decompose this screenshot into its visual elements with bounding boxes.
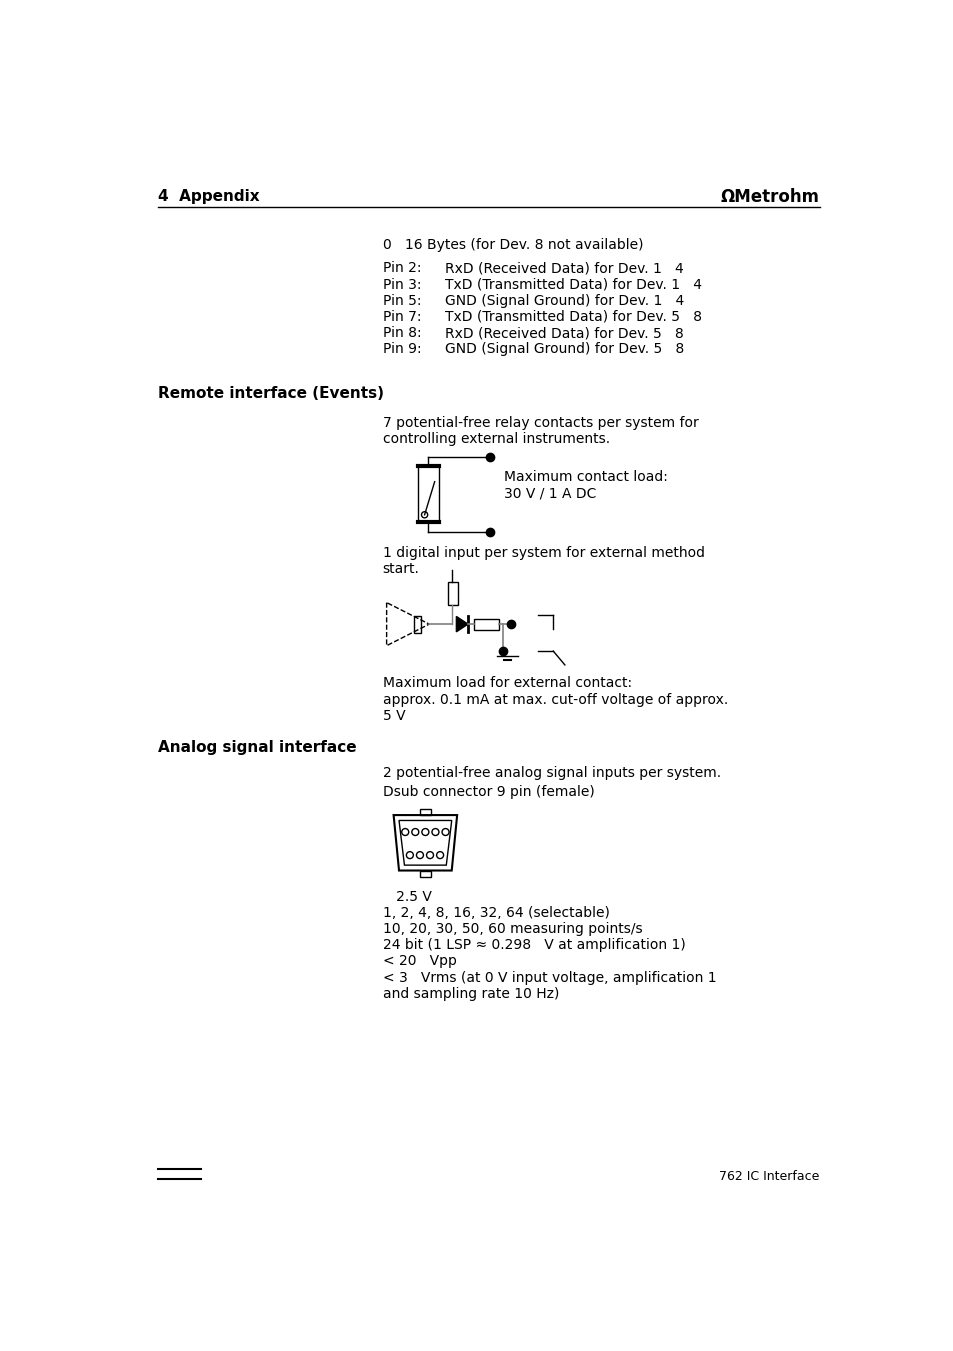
Text: 1 digital input per system for external method
start.: 1 digital input per system for external … [382, 546, 704, 576]
Text: ΩMetrohm: ΩMetrohm [720, 188, 819, 205]
Text: Pin 5:: Pin 5: [382, 293, 421, 308]
Text: GND (Signal Ground) for Dev. 1   4: GND (Signal Ground) for Dev. 1 4 [444, 293, 683, 308]
Text: 10, 20, 30, 50, 60 measuring points/s: 10, 20, 30, 50, 60 measuring points/s [382, 923, 641, 936]
Text: Analog signal interface: Analog signal interface [158, 740, 356, 755]
Text: < 3   Vrms (at 0 V input voltage, amplification 1
and sampling rate 10 Hz): < 3 Vrms (at 0 V input voltage, amplific… [382, 970, 716, 1001]
Text: RxD (Received Data) for Dev. 1   4: RxD (Received Data) for Dev. 1 4 [444, 261, 682, 276]
Text: 2.5 V: 2.5 V [382, 890, 431, 904]
Text: TxD (Transmitted Data) for Dev. 5   8: TxD (Transmitted Data) for Dev. 5 8 [444, 309, 701, 324]
Text: Pin 3:: Pin 3: [382, 277, 421, 292]
Text: Pin 8:: Pin 8: [382, 326, 421, 340]
Text: 0   16 Bytes (for Dev. 8 not available): 0 16 Bytes (for Dev. 8 not available) [382, 238, 642, 253]
Text: 4  Appendix: 4 Appendix [158, 189, 259, 204]
Text: Remote interface (Events): Remote interface (Events) [158, 385, 384, 401]
Text: Pin 2:: Pin 2: [382, 261, 421, 276]
Bar [447, 582, 457, 605]
Text: TxD (Transmitted Data) for Dev. 1   4: TxD (Transmitted Data) for Dev. 1 4 [444, 277, 701, 292]
Bar [414, 616, 421, 632]
Text: GND (Signal Ground) for Dev. 5   8: GND (Signal Ground) for Dev. 5 8 [444, 342, 683, 357]
Polygon shape [456, 616, 468, 632]
Text: 1, 2, 4, 8, 16, 32, 64 (selectable): 1, 2, 4, 8, 16, 32, 64 (selectable) [382, 907, 609, 920]
Text: < 20   Vpp: < 20 Vpp [382, 954, 456, 969]
Text: 7 potential-free relay contacts per system for
controlling external instruments.: 7 potential-free relay contacts per syst… [382, 416, 698, 446]
Bar [419, 870, 431, 877]
Text: Dsub connector 9 pin (female): Dsub connector 9 pin (female) [382, 785, 594, 798]
Bar [474, 619, 498, 630]
Text: 762 IC Interface: 762 IC Interface [719, 1170, 819, 1183]
Text: RxD (Received Data) for Dev. 5   8: RxD (Received Data) for Dev. 5 8 [444, 326, 682, 340]
Text: Pin 9:: Pin 9: [382, 342, 421, 357]
Text: Maximum contact load:
30 V / 1 A DC: Maximum contact load: 30 V / 1 A DC [503, 470, 667, 500]
Text: 2 potential-free analog signal inputs per system.: 2 potential-free analog signal inputs pe… [382, 766, 720, 780]
Text: 24 bit (1 LSP ≈ 0.298   V at amplification 1): 24 bit (1 LSP ≈ 0.298 V at amplification… [382, 939, 685, 952]
Bar [419, 809, 431, 815]
Text: Pin 7:: Pin 7: [382, 309, 421, 324]
Text: Maximum load for external contact:
approx. 0.1 mA at max. cut-off voltage of app: Maximum load for external contact: appro… [382, 677, 727, 723]
